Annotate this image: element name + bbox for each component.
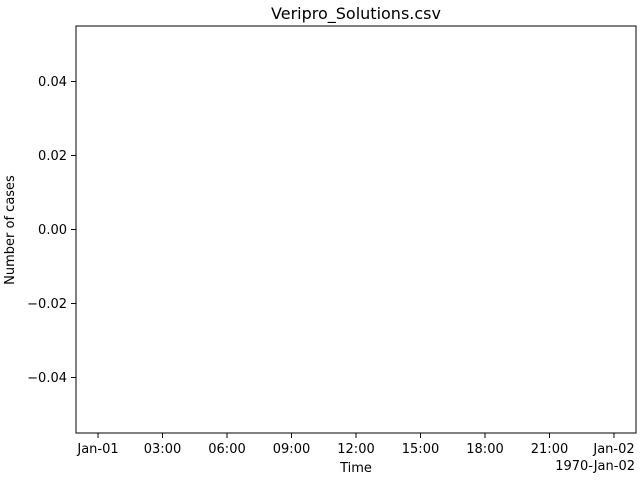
x-tick-label: 15:00 <box>402 442 439 457</box>
y-tick-label: 0.04 <box>38 75 67 90</box>
x-tick-label: 03:00 <box>144 442 181 457</box>
x-tick-label: 06:00 <box>208 442 245 457</box>
plot-area-frame <box>75 25 637 434</box>
y-axis-ticks: 0.04 0.02 0.00 −0.02 −0.04 <box>27 75 76 386</box>
x-tick-label: Jan-02 <box>592 442 634 457</box>
x-axis-label: Time <box>339 461 372 476</box>
x-axis-offset-label: 1970-Jan-02 <box>555 459 635 474</box>
x-tick-label: 12:00 <box>337 442 374 457</box>
x-axis-ticks: Jan-01 03:00 06:00 09:00 12:00 15:00 18:00 21:0… <box>76 433 635 457</box>
y-tick-label: 0.00 <box>38 223 67 238</box>
x-tick-label: 18:00 <box>466 442 503 457</box>
chart-title: Veripro_Solutions.csv <box>271 4 441 24</box>
x-tick-label: Jan-01 <box>76 442 118 457</box>
y-tick-label: 0.02 <box>38 149 67 164</box>
y-tick-label: −0.02 <box>27 297 67 312</box>
x-tick-label: 21:00 <box>531 442 568 457</box>
y-axis-label: Number of cases <box>3 175 18 285</box>
y-tick-label: −0.04 <box>27 371 67 386</box>
x-tick-label: 09:00 <box>273 442 310 457</box>
